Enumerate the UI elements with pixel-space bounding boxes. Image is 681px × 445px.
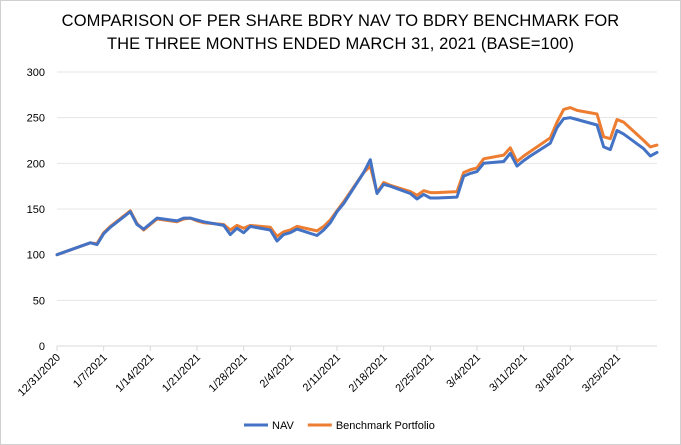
x-tick-label: 2/4/2021	[258, 352, 297, 391]
legend-label: Benchmark Portfolio	[336, 420, 435, 432]
x-tick-label: 1/7/2021	[71, 352, 110, 391]
y-tick-label: 150	[27, 204, 45, 216]
x-tick-label: 2/11/2021	[301, 352, 344, 395]
legend-label: NAV	[272, 420, 294, 432]
y-tick-label: 300	[27, 67, 45, 79]
x-tick-label: 3/18/2021	[533, 352, 576, 395]
x-tick-label: 1/28/2021	[207, 352, 250, 395]
series-lines	[55, 106, 659, 257]
x-tick-label: 12/31/2020	[16, 352, 63, 399]
y-tick-label: 100	[27, 250, 45, 262]
x-tick-label: 1/14/2021	[113, 352, 156, 395]
series-line-nav	[55, 116, 659, 257]
y-tick-label: 200	[27, 158, 45, 170]
x-tick-label: 3/25/2021	[580, 352, 623, 395]
x-tick-label: 3/4/2021	[444, 352, 483, 391]
x-tick-label: 2/18/2021	[347, 352, 390, 395]
y-axis-ticks: 0 50 100 150 200 250 300	[27, 67, 45, 353]
legend: NAV Benchmark Portfolio	[244, 420, 435, 432]
y-tick-label: 50	[33, 295, 45, 307]
x-tick-label: 1/21/2021	[160, 352, 203, 395]
chart-title-line-1: COMPARISON OF PER SHARE BDRY NAV TO BDRY…	[61, 12, 620, 30]
gridlines	[57, 71, 657, 347]
x-tick-label: 3/11/2021	[487, 352, 530, 395]
y-tick-label: 0	[39, 341, 45, 353]
x-tick-label: 2/25/2021	[393, 352, 436, 395]
x-axis: 12/31/2020 1/7/2021 1/14/2021 1/21/2021 1/28…	[16, 346, 623, 399]
chart-title-line-2: THE THREE MONTHS ENDED MARCH 31, 2021 (B…	[106, 35, 575, 53]
y-tick-label: 250	[27, 113, 45, 125]
